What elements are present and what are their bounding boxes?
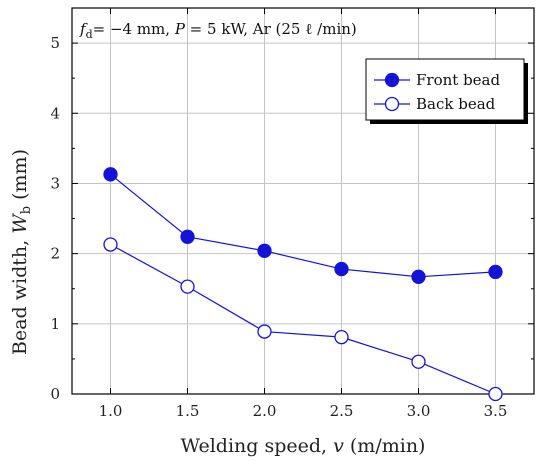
y-tick-label: 0 bbox=[50, 385, 60, 403]
x-axis-title: Welding speed, v (m/min) bbox=[181, 435, 426, 457]
x-tick-label: 1.0 bbox=[99, 402, 123, 420]
series-line-back-bead bbox=[110, 243, 496, 395]
data-point-front-bead bbox=[334, 261, 349, 277]
data-point-back-bead bbox=[334, 330, 349, 345]
data-point-front-bead bbox=[488, 264, 503, 280]
y-axis-title: Bead width, Wb (mm) bbox=[9, 149, 34, 355]
series-layer bbox=[103, 167, 503, 402]
legend-label: Front bead bbox=[416, 71, 500, 89]
data-point-front-bead bbox=[411, 269, 426, 284]
x-tick-label: 2.0 bbox=[253, 402, 277, 420]
legend-marker bbox=[384, 72, 400, 88]
data-point-back-bead bbox=[488, 386, 503, 402]
data-point-front-bead bbox=[103, 167, 118, 182]
plot-frame bbox=[71, 7, 535, 395]
data-point-back-bead bbox=[103, 237, 118, 252]
data-point-front-bead bbox=[257, 243, 272, 258]
x-tick-labels: 1.0 1.5 2.0 2.5 3.0 3.5 bbox=[99, 402, 508, 420]
x-tick-label: 1.5 bbox=[176, 402, 200, 420]
legend: Front bead Back bead bbox=[365, 58, 528, 124]
legend-label: Back bead bbox=[416, 95, 496, 113]
data-point-back-bead bbox=[180, 279, 195, 294]
x-tick-label: 3.0 bbox=[407, 402, 431, 420]
y-tick-label: 2 bbox=[50, 245, 60, 263]
x-tick-label: 3.5 bbox=[484, 402, 508, 420]
legend-items: Front bead Back bead bbox=[374, 71, 500, 113]
x-tick-label: 2.5 bbox=[330, 402, 354, 420]
y-tick-label: 1 bbox=[50, 315, 60, 333]
y-tick-label: 4 bbox=[50, 104, 60, 122]
data-point-front-bead bbox=[180, 229, 195, 244]
y-tick-label: 5 bbox=[50, 34, 60, 52]
condition-text: fd= −4 mm, P = 5 kW, Ar (25 ℓ /min) bbox=[79, 20, 357, 41]
y-tick-label: 3 bbox=[50, 174, 60, 192]
y-tick-labels: 0 1 2 3 4 5 bbox=[50, 34, 60, 403]
legend-marker bbox=[384, 96, 400, 112]
data-point-back-bead bbox=[411, 354, 426, 369]
data-point-back-bead bbox=[257, 324, 272, 339]
series-line-front-bead bbox=[110, 173, 496, 278]
